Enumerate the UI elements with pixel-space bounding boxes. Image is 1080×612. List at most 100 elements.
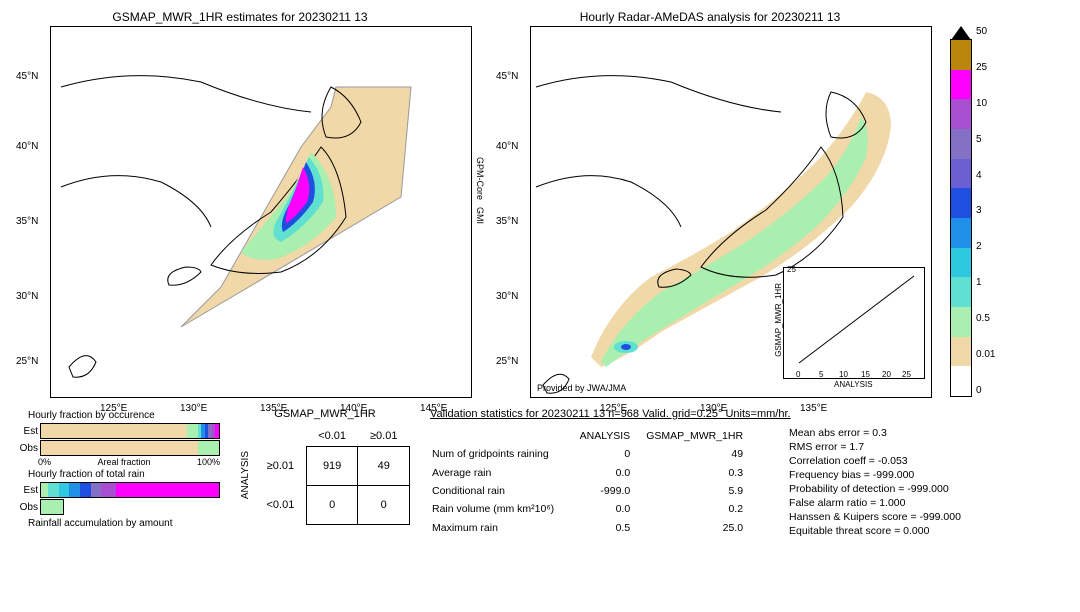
stat-val: 0.0 [570,465,644,481]
lon-tick: 140°E [340,403,367,414]
obs-label: Obs [10,502,40,513]
coast-korea [61,176,211,227]
coast-asia-top [61,76,311,112]
stat-val: 5.9 [646,483,757,499]
lat-tick: 30°N [16,291,38,302]
provided-by: Provided by JWA/JMA [537,383,626,393]
inset-tick: 0 [796,370,800,379]
lon-tick: 135°E [260,403,287,414]
obs-occurrence-bar [40,440,220,456]
lat-tick: 25°N [496,356,518,367]
stat-label: Maximum rain [432,520,568,536]
stats-col1: ANALYSIS [570,428,644,444]
cont-row-b: <0.01 [255,486,306,525]
lat-tick: 40°N [16,141,38,152]
est-label: Est [10,426,40,437]
cont-row-a: ≥0.01 [255,447,306,486]
metric-line: Mean abs error = 0.3 [789,426,961,440]
right-map-frame: ANALYSIS GSMAP_MWR_1HR 0 5 10 15 20 25 2… [530,26,932,398]
left-map-title: GSMAP_MWR_1HR estimates for 20230211 13 [10,10,470,24]
gmi-label: GMI [475,207,485,224]
lat-tick: 35°N [496,216,518,227]
contingency-panel: GSMAP_MWR_1HR ANALYSIS <0.01≥0.01 ≥0.01 … [240,408,410,525]
metric-line: Hanssen & Kuipers score = -999.000 [789,510,961,524]
stats-title: Validation statistics for 20230211 13 n=… [430,408,1070,422]
gpm-core-label: GPM-Core [475,157,485,200]
colorbar [950,39,972,397]
colorbar-overflow-icon [951,26,971,40]
inset-ylabel: GSMAP_MWR_1HR [774,283,783,357]
lat-tick: 35°N [16,216,38,227]
cont-col-b: ≥0.01 [358,426,410,447]
lon-tick: 145°E [420,403,447,414]
inset-tick: 10 [839,370,848,379]
obs-label: Obs [10,443,40,454]
stats-panel: Validation statistics for 20230211 13 n=… [430,408,1070,538]
inset-diagonal [799,276,914,363]
lat-tick: 45°N [496,71,518,82]
stat-label: Average rain [432,465,568,481]
metric-line: Equitable threat score = 0.000 [789,524,961,538]
stat-val: -999.0 [570,483,644,499]
inset-tick: 20 [882,370,891,379]
inset-xlabel: ANALYSIS [834,380,873,389]
stat-val: 0.5 [570,520,644,536]
lon-tick: 125°E [100,403,127,414]
est-label: Est [10,485,40,496]
obs-total-bar [40,499,64,515]
metric-line: Probability of detection = -999.000 [789,482,961,496]
stat-val: 0.3 [646,465,757,481]
stat-val: 0.2 [646,501,757,517]
coast-asia-top-r [536,76,781,112]
top-row: GSMAP_MWR_1HR estimates for 20230211 13 [10,10,1070,398]
left-map-panel: GSMAP_MWR_1HR estimates for 20230211 13 [10,10,470,398]
lat-tick: 25°N [16,356,38,367]
colorbar-labels: 502510543210.50.010 [976,26,995,396]
inset-tick: 25 [787,265,796,274]
inset-scatter: ANALYSIS GSMAP_MWR_1HR 0 5 10 15 20 25 2… [783,267,925,379]
inset-tick: 15 [861,370,870,379]
stats-table: ANALYSISGSMAP_MWR_1HR Num of gridpoints … [430,426,759,538]
radar-blue [621,344,631,350]
lat-tick: 40°N [496,141,518,152]
stat-val: 49 [646,446,757,462]
cont-cell: 0 [358,486,410,525]
right-map-title: Hourly Radar-AMeDAS analysis for 2023021… [490,10,930,24]
frac-x-left: 0% [38,457,51,467]
stat-val: 25.0 [646,520,757,536]
stat-label: Rain volume (mm km²10⁶) [432,501,568,517]
stat-label: Num of gridpoints raining [432,446,568,462]
bottom-row: Hourly fraction by occurence Est Obs 0%A… [10,408,1070,538]
est-total-bar [40,482,220,498]
cont-col-a: <0.01 [306,426,358,447]
coast-kyushu [168,267,201,285]
lon-tick: 135°E [800,403,827,414]
inset-tick: 5 [819,370,823,379]
lon-tick: 130°E [180,403,207,414]
contingency-table: <0.01≥0.01 ≥0.01 919 49 <0.01 0 0 [255,426,410,525]
metric-line: Correlation coeff = -0.053 [789,454,961,468]
inset-tick: 25 [902,370,911,379]
lon-tick: 130°E [700,403,727,414]
cont-cell: 919 [306,447,358,486]
lon-tick: 125°E [600,403,627,414]
stat-val: 0.0 [570,501,644,517]
cont-cell: 49 [358,447,410,486]
stat-val: 0 [570,446,644,462]
left-map-svg [51,27,471,397]
colorbar-panel: 502510543210.50.010 [950,26,995,398]
cont-cell: 0 [306,486,358,525]
total-rain-title: Hourly fraction of total rain [28,469,220,480]
right-map-panel: Hourly Radar-AMeDAS analysis for 2023021… [490,10,930,398]
lat-tick: 45°N [16,71,38,82]
left-map-frame: GPM-Core GMI [50,26,472,398]
metric-line: False alarm ratio = 1.000 [789,496,961,510]
contingency-row-label: ANALYSIS [240,451,251,499]
stats-metrics: Mean abs error = 0.3RMS error = 1.7Corre… [789,426,961,538]
fractions-panel: Hourly fraction by occurence Est Obs 0%A… [10,408,220,531]
est-occurrence-bar [40,423,220,439]
stat-label: Conditional rain [432,483,568,499]
metric-line: Frequency bias = -999.000 [789,468,961,482]
coast-taiwan [69,356,96,378]
frac-x-right: 100% [197,457,220,467]
